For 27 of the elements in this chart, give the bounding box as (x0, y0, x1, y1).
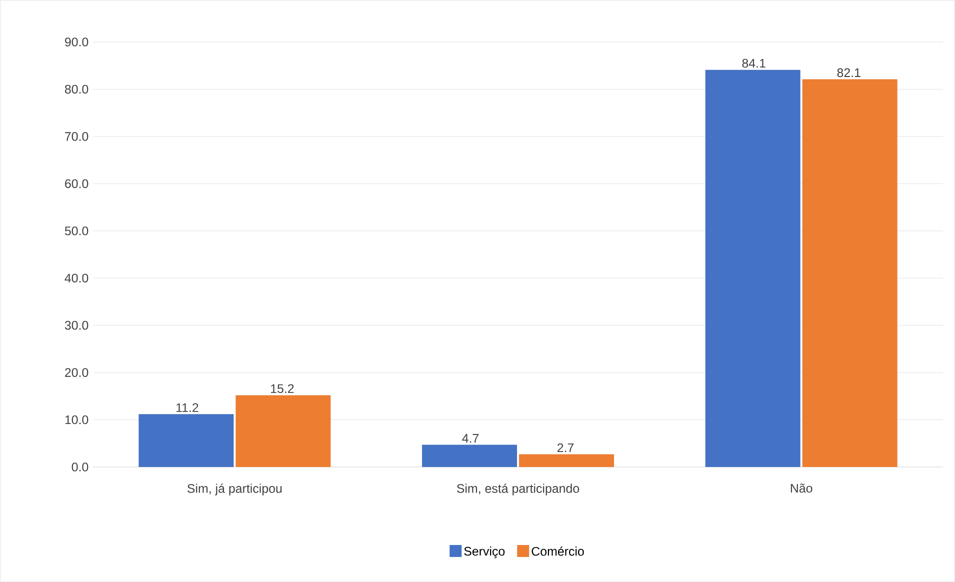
bar (519, 454, 614, 467)
y-tick-label: 70.0 (65, 132, 88, 141)
x-tick-label: Sim, já participou (187, 484, 282, 496)
y-tick-label: 80.0 (64, 84, 88, 94)
x-tick-label: Não (790, 484, 812, 493)
bar (138, 414, 234, 467)
bar (705, 70, 800, 467)
data-label: 4.7 (462, 434, 479, 443)
legend-label: Comércio (532, 546, 584, 556)
data-label: 82.1 (837, 68, 860, 78)
y-tick-label: 60.0 (65, 179, 88, 188)
bar (802, 79, 898, 467)
y-tick-label: 30.0 (64, 320, 88, 330)
x-tick-label: Sim, está participando (456, 484, 580, 496)
data-label: 84.1 (742, 58, 766, 68)
y-tick-label: 10.0 (65, 415, 88, 424)
data-label: 15.2 (271, 384, 294, 394)
y-tick-label: 50.0 (64, 226, 88, 236)
data-label: 11.2 (176, 403, 198, 412)
bar (422, 444, 518, 467)
legend-label: Serviço (464, 546, 505, 558)
y-tick-label: 40.0 (64, 274, 88, 283)
y-tick-label: 0.0 (72, 462, 88, 472)
bar (236, 395, 331, 467)
y-tick-label: 20.0 (65, 368, 88, 377)
data-label: 2.7 (557, 443, 574, 452)
y-tick-label: 90.0 (65, 38, 88, 46)
